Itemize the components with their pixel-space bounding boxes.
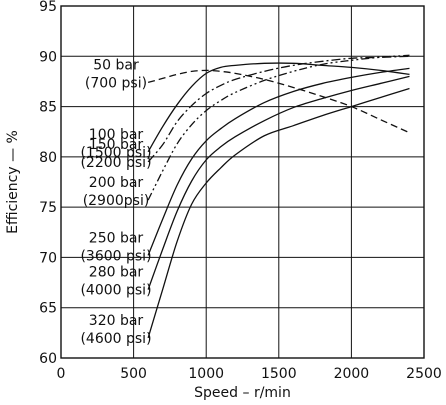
- y-tick-label: 85: [39, 100, 57, 116]
- y-axis-label: Efficiency — %: [5, 130, 21, 234]
- series-line: [147, 75, 410, 290]
- series-line: [147, 87, 410, 339]
- series-label: 320 bar (4600 psi): [80, 313, 151, 347]
- x-tick-label: 2500: [406, 366, 442, 382]
- series-label: 250 bar (3600 psi): [80, 230, 151, 264]
- series-label-line: (2900psi): [83, 193, 150, 209]
- series-label-line: 200 bar: [89, 175, 144, 191]
- series-label-line: (1500 psi): [80, 145, 151, 161]
- y-tick-label: 95: [39, 0, 57, 15]
- series-label-line: 100 bar: [89, 127, 144, 143]
- series-label: 280 bar (4000 psi): [80, 265, 151, 299]
- y-tick-label: 90: [39, 49, 57, 65]
- x-axis-ticks: 0 500 1000 1500 2000 2500: [57, 366, 442, 382]
- y-tick-label: 65: [39, 301, 57, 317]
- series-label-line: 150 bar: [89, 137, 144, 153]
- x-tick-label: 500: [120, 366, 147, 382]
- series-label: 50 bar (700 psi): [85, 57, 147, 91]
- series-label-line: (3600 psi): [80, 248, 151, 264]
- x-axis-label: Speed – r/min: [194, 385, 291, 401]
- x-tick-label: 2000: [334, 366, 370, 382]
- y-axis-ticks: 60 65 70 75 80 85 90 95: [39, 0, 57, 367]
- series-label: 150 bar (2200 psi): [80, 137, 151, 171]
- x-tick-label: 0: [57, 366, 66, 382]
- series-line: [147, 54, 410, 201]
- series-label-line: 280 bar: [89, 265, 144, 281]
- series-label: 200 bar (2900psi): [83, 175, 150, 209]
- series-label-line: (4000 psi): [80, 283, 151, 299]
- series-label: 100 bar (1500 psi): [80, 127, 151, 161]
- y-tick-label: 60: [39, 351, 57, 367]
- series-label-line: 50 bar: [93, 57, 139, 73]
- series-label-line: (700 psi): [85, 75, 147, 91]
- x-tick-label: 1000: [188, 366, 224, 382]
- series-label-line: 320 bar: [89, 313, 144, 329]
- series-line: [147, 67, 410, 256]
- series-labels: 50 bar (700 psi) 100 bar (1500 psi)150 bar (…: [80, 57, 151, 346]
- series-label-line: 250 bar: [89, 230, 144, 246]
- x-tick-label: 1500: [261, 366, 297, 382]
- y-tick-label: 80: [39, 150, 57, 166]
- y-tick-label: 75: [39, 200, 57, 216]
- series-curves: [147, 54, 410, 339]
- series-line: [147, 55, 410, 163]
- plot-frame: [60, 5, 425, 359]
- series-label-line: (2200 psi): [80, 155, 151, 171]
- y-tick-label: 70: [39, 250, 57, 266]
- series-label-line: (4600 psi): [80, 331, 151, 347]
- series-line: [147, 62, 410, 153]
